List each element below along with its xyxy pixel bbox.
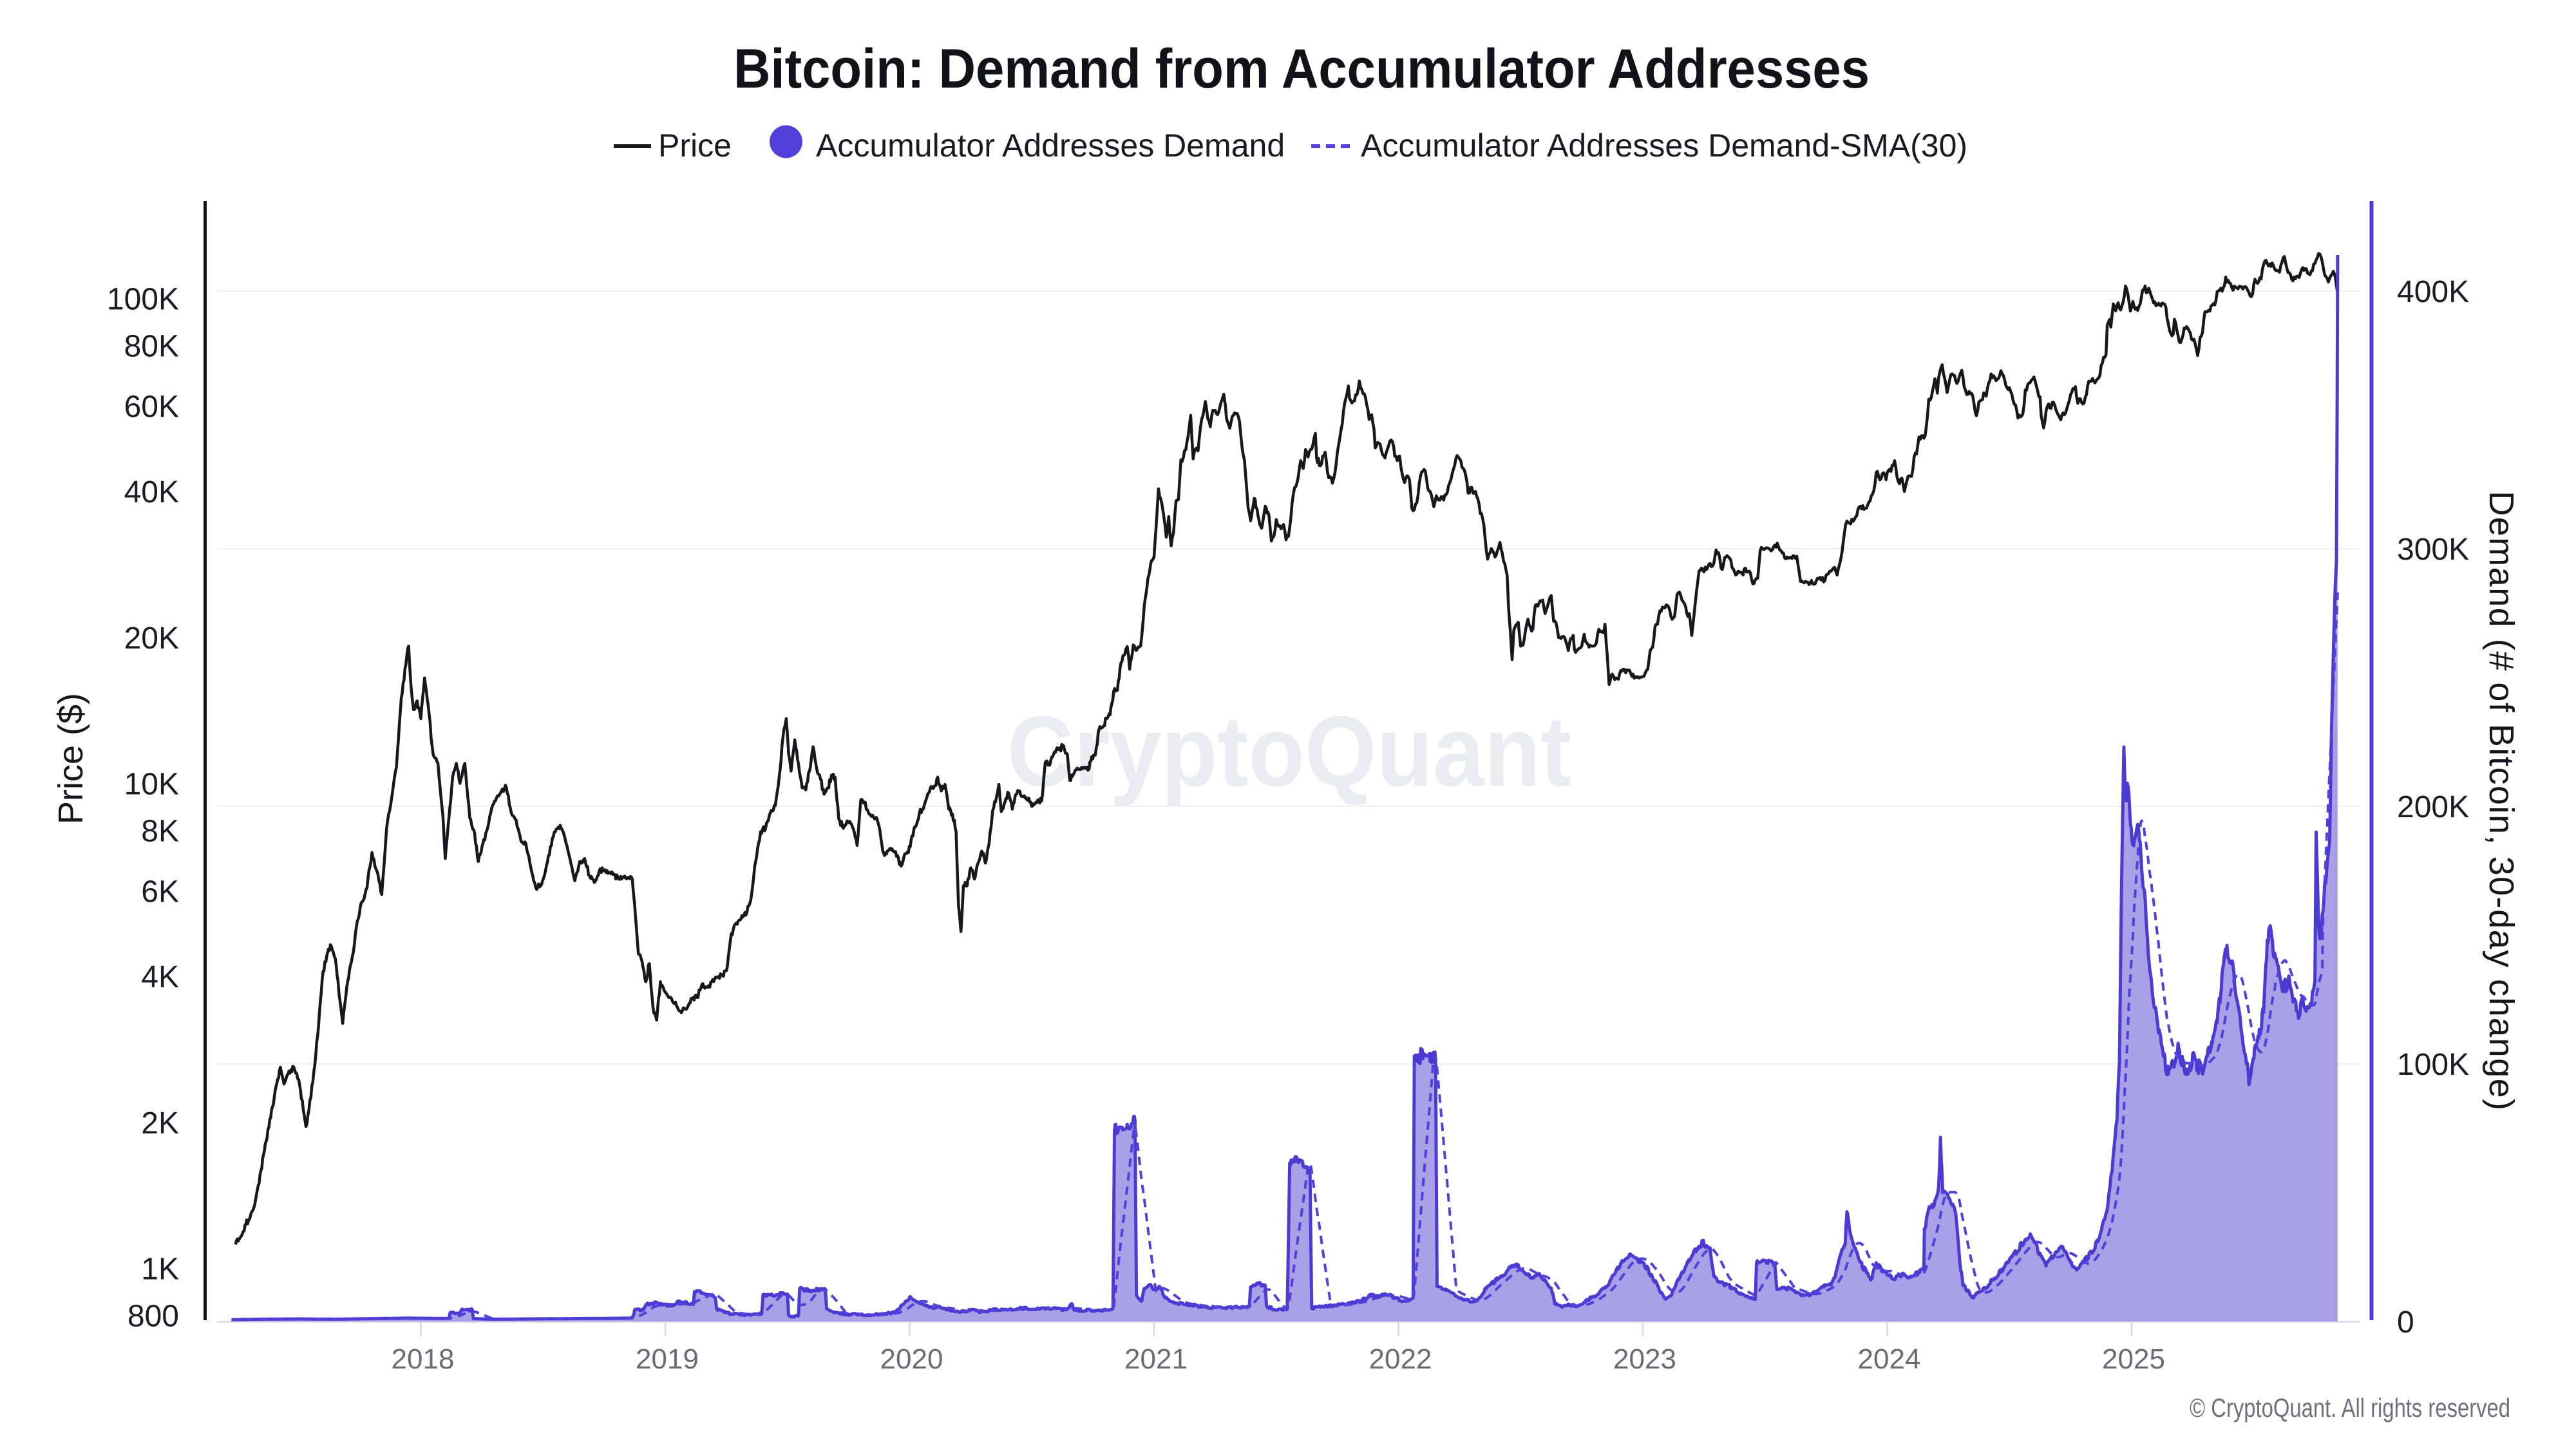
svg-text:Price ($): Price ($) (52, 693, 90, 824)
svg-text:100K: 100K (107, 283, 179, 317)
svg-text:Price: Price (658, 128, 732, 164)
svg-text:100K: 100K (2397, 1048, 2469, 1082)
svg-text:4K: 4K (141, 960, 179, 994)
svg-text:Bitcoin: Demand from Accumulat: Bitcoin: Demand from Accumulator Address… (734, 38, 1870, 100)
svg-text:200K: 200K (2397, 790, 2469, 824)
svg-text:400K: 400K (2397, 275, 2469, 309)
svg-text:0: 0 (2397, 1305, 2414, 1340)
svg-text:2K: 2K (141, 1106, 179, 1141)
svg-text:Demand (# of Bitcoin, 30-day c: Demand (# of Bitcoin, 30-day change) (2482, 491, 2521, 1112)
svg-text:© CryptoQuant. All rights rese: © CryptoQuant. All rights reserved (2190, 1393, 2510, 1423)
svg-text:2020: 2020 (880, 1343, 943, 1375)
svg-text:2024: 2024 (1858, 1343, 1921, 1375)
svg-text:2021: 2021 (1124, 1343, 1188, 1375)
svg-text:6K: 6K (141, 875, 179, 909)
svg-text:CryptoQuant: CryptoQuant (1007, 696, 1571, 807)
svg-text:2019: 2019 (636, 1343, 699, 1375)
svg-text:20K: 20K (124, 621, 179, 656)
svg-text:1K: 1K (141, 1253, 179, 1287)
svg-text:10K: 10K (124, 768, 179, 802)
svg-text:800: 800 (128, 1300, 179, 1334)
svg-text:2022: 2022 (1369, 1343, 1432, 1375)
svg-text:Accumulator Addresses Demand-S: Accumulator Addresses Demand-SMA(30) (1361, 128, 1967, 164)
svg-text:80K: 80K (124, 330, 179, 364)
svg-text:60K: 60K (124, 390, 179, 424)
svg-text:2023: 2023 (1613, 1343, 1676, 1375)
svg-text:8K: 8K (141, 815, 179, 849)
svg-text:40K: 40K (124, 475, 179, 509)
svg-text:2025: 2025 (2102, 1343, 2165, 1375)
svg-text:Accumulator Addresses Demand: Accumulator Addresses Demand (816, 128, 1285, 164)
svg-text:2018: 2018 (392, 1343, 455, 1375)
svg-text:300K: 300K (2397, 533, 2469, 567)
